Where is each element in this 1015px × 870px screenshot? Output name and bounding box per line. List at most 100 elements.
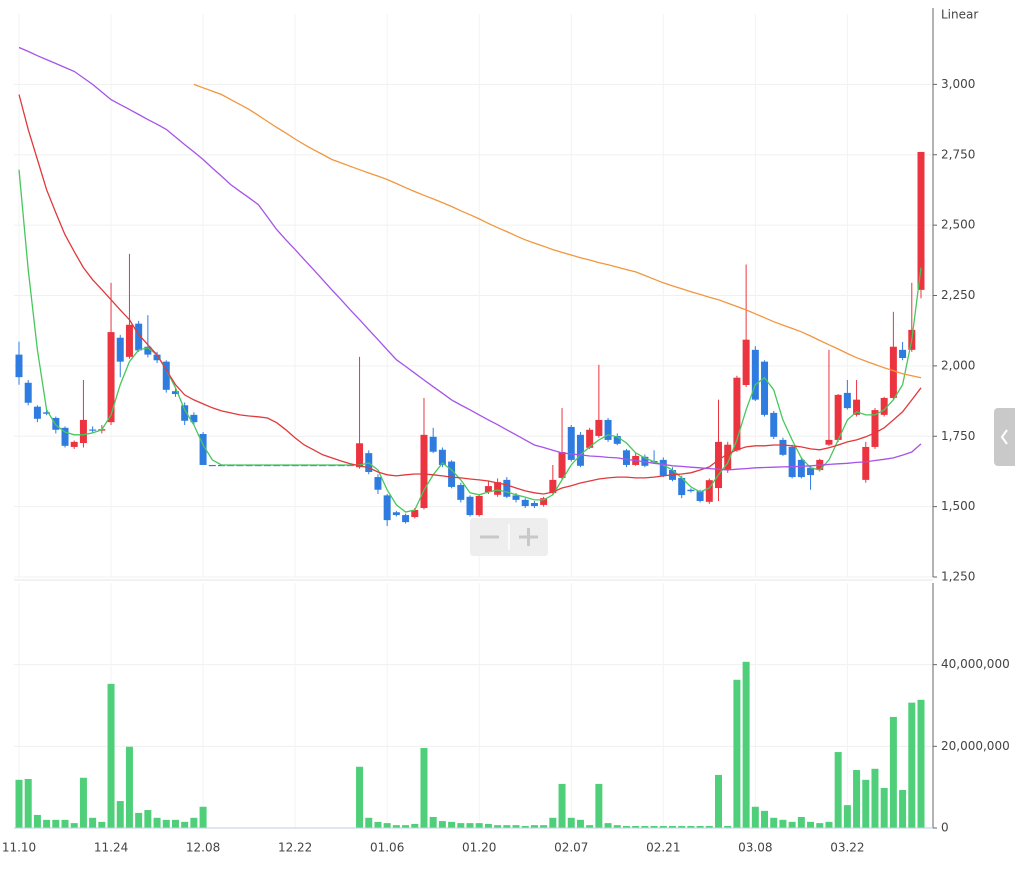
x-tick-label: 01.06 [370,841,404,855]
candle-body [834,394,842,440]
y-tick-label: 2,500 [941,218,975,232]
volume-bar [457,823,465,828]
x-tick-label: 12.22 [278,841,312,855]
toggle-background[interactable] [994,408,1015,466]
candle-body [604,419,612,440]
x-tick-label: 03.08 [738,841,772,855]
volume-bar [724,825,732,828]
volume-bar [475,823,483,828]
volume-bar [79,777,87,828]
volume-bar [107,683,115,828]
y-tick-label: 1,250 [941,570,975,584]
candle-body [153,354,161,361]
volume-bar [742,661,750,828]
candle-body [420,434,428,509]
volume-bar [558,783,566,828]
y-tick-label: 3,000 [941,77,975,91]
candle-body [751,349,759,400]
candle-body [659,459,667,476]
candle-body [807,467,815,476]
candle-body [429,436,437,452]
candle-body [199,433,207,465]
candle-body [457,484,465,500]
candle-body [871,410,879,447]
volume-bar [586,825,594,828]
candle-body [494,482,502,495]
volume-bar [89,817,97,828]
candle-body [356,443,364,468]
volume-bar [632,825,640,828]
candle-body [530,502,538,507]
volume-bar [466,823,474,828]
volume-bar [52,819,60,828]
y-tick-label: 20,000,000 [941,739,1010,753]
volume-bar [153,817,161,828]
volume-bar [715,774,723,828]
volume-bar [144,810,152,828]
candle-body [70,441,78,447]
candle-body [79,419,87,444]
volume-bar [43,819,51,828]
candle-body [779,439,787,455]
volume-bar [540,825,548,828]
candle-body [761,361,769,415]
candle-body [107,332,115,423]
volume-bar [494,825,502,828]
volume-bar [484,823,492,828]
candle-body [917,151,925,290]
candle-body [392,512,400,516]
volume-bar [420,747,428,828]
volume-bar [15,779,23,828]
candle-body [190,414,198,423]
candle-body [466,496,474,516]
volume-bar [862,779,870,828]
zoom-in-button[interactable] [519,528,538,546]
candle-body [843,392,851,409]
volume-bar [908,702,916,828]
candle-body [448,461,456,487]
volume-bar [761,810,769,828]
volume-bar [383,823,391,828]
x-tick-label: 11.24 [94,841,128,855]
volume-bar [650,825,658,828]
candle-body [181,405,189,421]
candle-body [825,439,833,445]
volume-bar [356,766,364,828]
candle-body [853,399,861,415]
volume-bar [788,821,796,828]
toggle-icon[interactable] [1000,429,1008,445]
volume-bar [733,679,741,828]
candle-body [162,361,170,390]
candle-body [89,429,97,431]
volume-bar [503,825,511,828]
candle-body [33,406,41,419]
y-tick-label: 1,750 [941,429,975,443]
candle-body [586,429,594,448]
volume-bar [678,825,686,828]
candle-body [116,337,124,362]
candle-body [438,449,446,465]
candle-body [402,515,410,523]
zoom-control [470,518,548,556]
candle-body [411,510,419,518]
candle-body [558,452,566,478]
volume-bar [549,817,557,828]
volume-bar [659,825,667,828]
volume-bar [871,768,879,828]
x-tick-label: 11.10 [2,841,36,855]
x-tick-label: 01.20 [462,841,496,855]
volume-bar [512,825,520,828]
y-tick-label: 0 [941,821,949,835]
y-tick-label: 2,250 [941,288,975,302]
marks-layer [15,46,925,828]
volume-bar [429,816,437,828]
side-panel-toggle[interactable] [994,408,1015,466]
candle-body [484,486,492,492]
volume-bar [448,821,456,828]
candle-body [374,477,382,490]
candle-body [715,441,723,489]
candle-body [521,499,529,507]
